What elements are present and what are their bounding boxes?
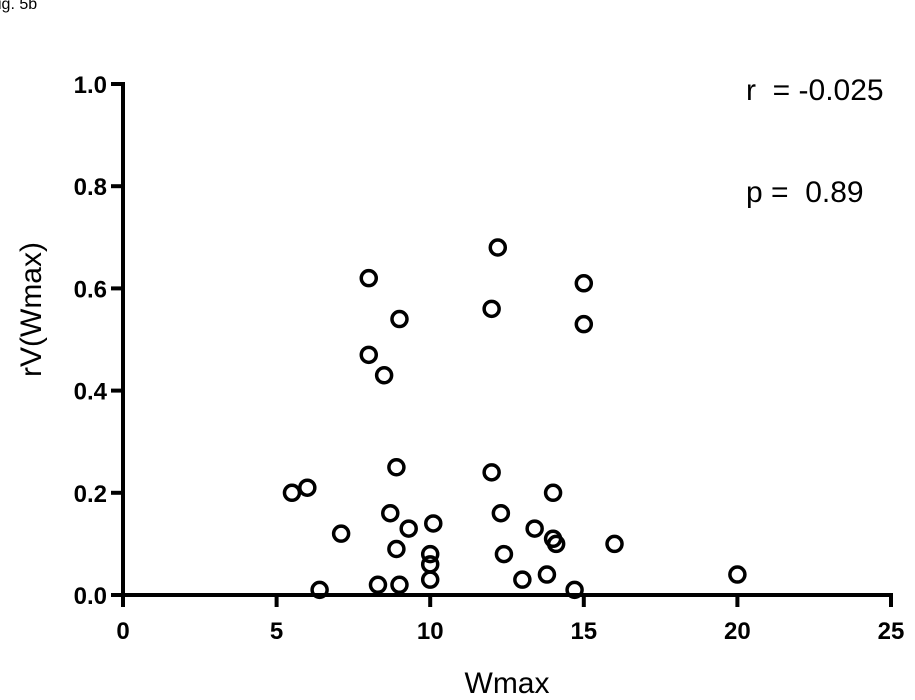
data-point [543, 483, 563, 503]
data-point [387, 539, 406, 559]
data-point [488, 238, 508, 257]
data-point [390, 575, 409, 595]
data-points [282, 238, 747, 600]
data-point [359, 268, 379, 288]
y-tick-label: 0.8 [74, 174, 107, 201]
data-point [399, 519, 418, 538]
data-point [491, 503, 511, 523]
x-tick-label: 25 [878, 618, 905, 645]
data-point [420, 544, 440, 564]
data-point [537, 565, 557, 584]
x-tick-label: 0 [116, 618, 129, 645]
data-point [574, 314, 594, 334]
data-point [525, 519, 544, 538]
x-tick-label: 15 [570, 618, 597, 645]
data-point [605, 534, 624, 554]
data-point [310, 580, 329, 600]
x-axis-ticks: 0 5 10 15 20 25 [116, 595, 904, 645]
data-point [546, 534, 566, 554]
r-value-text: r = -0.025 [746, 74, 884, 107]
data-point [368, 575, 388, 595]
y-tick-label: 0.4 [74, 379, 108, 406]
data-point [728, 565, 747, 584]
data-point [482, 463, 501, 482]
data-point [424, 514, 443, 533]
data-point [387, 458, 406, 477]
y-tick-label: 0.0 [74, 583, 107, 610]
x-tick-label: 20 [724, 618, 751, 645]
data-point [381, 503, 400, 523]
data-point [482, 299, 501, 319]
data-point [359, 345, 379, 365]
data-point [390, 309, 409, 329]
p-value-text: p = 0.89 [746, 176, 864, 209]
data-point [420, 570, 440, 589]
y-axis-ticks: 0.0 0.2 0.4 0.6 0.8 1.0 [74, 72, 123, 610]
data-point [298, 478, 317, 497]
correlation-stats: r = -0.025 p = 0.89 [746, 6, 884, 244]
x-tick-label: 10 [417, 618, 444, 645]
y-tick-label: 1.0 [74, 72, 107, 99]
data-point [420, 555, 440, 574]
data-point [565, 580, 584, 600]
data-point [282, 483, 302, 503]
data-point [513, 570, 532, 589]
data-point [574, 274, 594, 293]
x-tick-label: 5 [270, 618, 283, 645]
y-tick-label: 0.2 [74, 481, 107, 508]
y-tick-label: 0.6 [74, 276, 107, 303]
x-axis-title: Wmax [465, 667, 550, 700]
figure-label: ig. 5b [0, 0, 38, 13]
data-point [331, 524, 351, 543]
data-point [494, 544, 514, 564]
data-point [374, 366, 394, 385]
y-axis-title: rV(Wmax) [15, 242, 48, 377]
